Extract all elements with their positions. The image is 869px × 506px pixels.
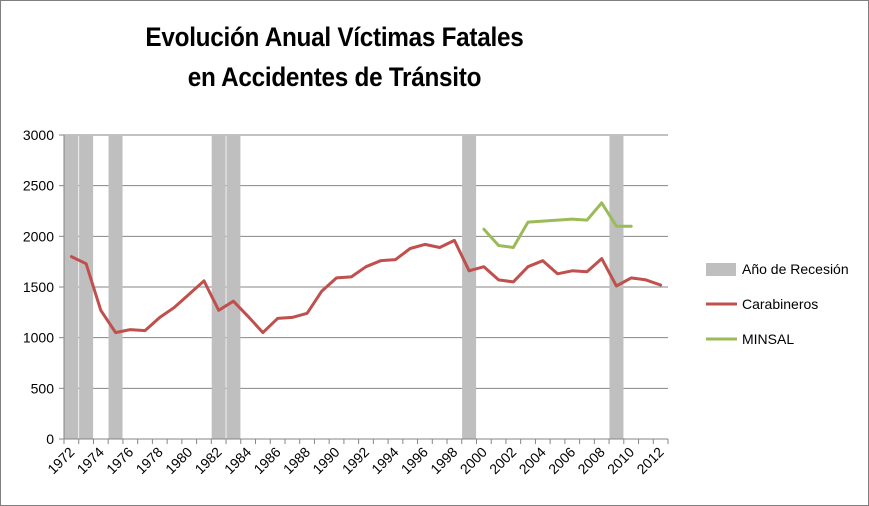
x-tick-label: 2000 [457,444,490,477]
x-tick-label: 1976 [103,444,136,477]
recession-bar [79,135,94,439]
chart-title-line-1: Evolución Anual Víctimas Fatales [145,22,524,52]
x-tick-label: 1992 [339,444,372,477]
x-tick-label: 2004 [516,444,549,477]
x-tick-label: 1984 [221,444,254,477]
chart-title-line-2: en Accidentes de Tránsito [187,62,482,92]
legend-swatch-recession [706,263,736,276]
x-tick-label: 1986 [250,444,283,477]
y-tick-label: 500 [31,380,55,396]
y-tick-label: 2000 [23,228,54,244]
y-tick-label: 1500 [23,279,54,295]
x-tick-label: 2006 [545,444,578,477]
x-tick-label: 2012 [633,444,666,477]
recession-bar [211,135,226,439]
x-tick-label: 1982 [191,444,224,477]
x-tick-label: 1978 [133,444,166,477]
x-tick-label: 1974 [74,444,107,477]
x-tick-label: 2002 [486,444,519,477]
series-line-carabineros [69,238,663,335]
x-tick-label: 1990 [309,444,342,477]
y-tick-label: 3000 [23,127,54,143]
x-tick-label: 1998 [427,444,460,477]
legend-label: Carabineros [742,296,818,312]
x-tick-label: 1996 [398,444,431,477]
recession-bar [462,135,477,439]
x-tick-label: 2010 [604,444,637,477]
y-tick-label: 2500 [23,178,54,194]
x-tick-label: 1988 [280,444,313,477]
legend-label: Año de Recesión [742,261,849,277]
x-tick-label: 1980 [162,444,195,477]
x-tick-label: 1972 [44,444,77,477]
legend-label: MINSAL [742,331,794,347]
x-tick-label: 1994 [368,444,401,477]
recession-bar [226,135,241,439]
x-tick-label: 2008 [574,444,607,477]
recession-bar [108,135,123,439]
series-line-minsal [482,201,633,249]
y-tick-label: 1000 [23,330,54,346]
y-tick-label: 0 [46,431,54,447]
recession-bar [64,135,79,439]
